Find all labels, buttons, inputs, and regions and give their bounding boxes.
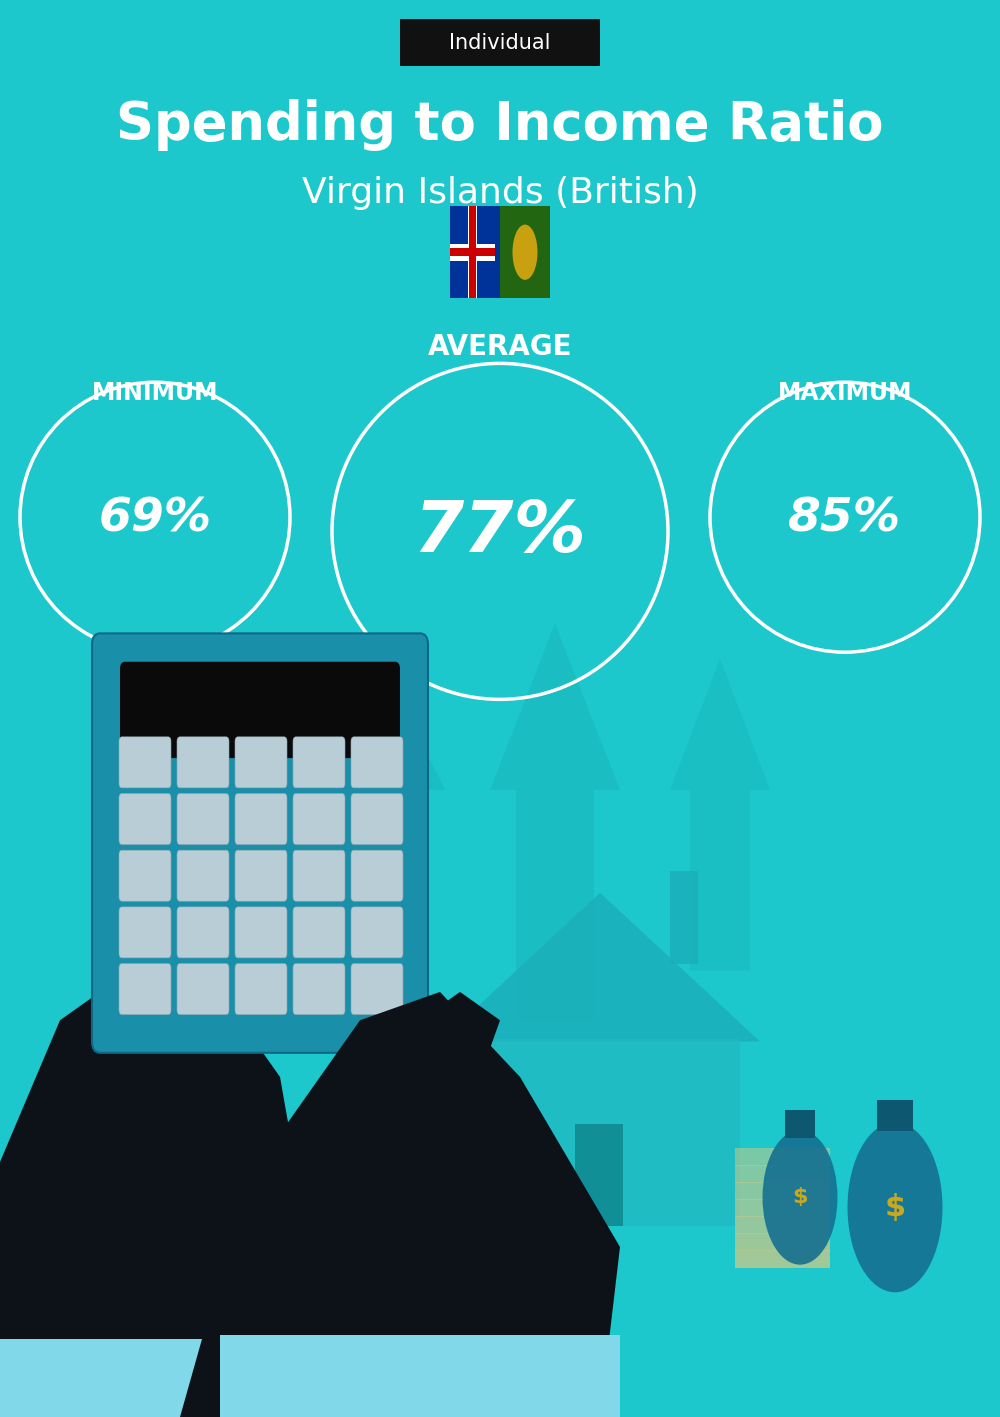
- Text: MAXIMUM: MAXIMUM: [778, 381, 912, 404]
- Bar: [500, 207, 550, 299]
- FancyBboxPatch shape: [92, 633, 428, 1053]
- Bar: [877, 1100, 913, 1131]
- FancyBboxPatch shape: [235, 964, 287, 1015]
- Polygon shape: [180, 992, 620, 1417]
- Bar: [670, 871, 698, 964]
- Text: 69%: 69%: [98, 496, 212, 541]
- FancyBboxPatch shape: [235, 737, 287, 788]
- Bar: [785, 1110, 815, 1138]
- Bar: [735, 1165, 830, 1183]
- Bar: [575, 1124, 623, 1226]
- Text: $: $: [884, 1193, 906, 1221]
- FancyBboxPatch shape: [177, 850, 229, 901]
- FancyBboxPatch shape: [177, 907, 229, 958]
- FancyBboxPatch shape: [293, 907, 345, 958]
- Polygon shape: [670, 659, 770, 971]
- Bar: [450, 248, 495, 256]
- Text: MINIMUM: MINIMUM: [92, 381, 218, 404]
- FancyBboxPatch shape: [235, 850, 287, 901]
- Bar: [735, 1233, 830, 1251]
- FancyBboxPatch shape: [119, 850, 171, 901]
- Text: AVERAGE: AVERAGE: [428, 333, 572, 361]
- Bar: [450, 244, 495, 261]
- Ellipse shape: [848, 1122, 942, 1292]
- Bar: [735, 1148, 830, 1166]
- FancyBboxPatch shape: [293, 737, 345, 788]
- FancyBboxPatch shape: [351, 907, 403, 958]
- Polygon shape: [380, 992, 500, 1162]
- FancyBboxPatch shape: [400, 20, 600, 67]
- FancyBboxPatch shape: [351, 964, 403, 1015]
- FancyBboxPatch shape: [119, 794, 171, 845]
- Bar: [450, 207, 550, 299]
- FancyBboxPatch shape: [293, 964, 345, 1015]
- Polygon shape: [220, 1335, 620, 1417]
- FancyBboxPatch shape: [235, 907, 287, 958]
- FancyBboxPatch shape: [119, 907, 171, 958]
- Text: 77%: 77%: [414, 499, 586, 567]
- Text: 85%: 85%: [788, 496, 902, 541]
- Bar: [735, 1250, 830, 1268]
- Bar: [735, 1182, 830, 1200]
- Ellipse shape: [763, 1131, 838, 1264]
- Text: Spending to Income Ratio: Spending to Income Ratio: [116, 99, 884, 150]
- Text: Individual: Individual: [449, 33, 551, 52]
- Ellipse shape: [512, 225, 538, 281]
- FancyBboxPatch shape: [351, 850, 403, 901]
- Bar: [468, 207, 477, 299]
- FancyBboxPatch shape: [120, 662, 400, 758]
- Bar: [460, 1039, 740, 1226]
- Polygon shape: [440, 893, 760, 1041]
- FancyBboxPatch shape: [177, 964, 229, 1015]
- FancyBboxPatch shape: [177, 794, 229, 845]
- Bar: [735, 1199, 830, 1217]
- Bar: [735, 1216, 830, 1234]
- FancyBboxPatch shape: [351, 794, 403, 845]
- FancyBboxPatch shape: [293, 794, 345, 845]
- Text: $: $: [792, 1187, 808, 1207]
- Polygon shape: [490, 623, 620, 1020]
- Polygon shape: [0, 1339, 220, 1417]
- FancyBboxPatch shape: [119, 737, 171, 788]
- Polygon shape: [0, 964, 300, 1417]
- FancyBboxPatch shape: [351, 737, 403, 788]
- Text: Virgin Islands (British): Virgin Islands (British): [302, 176, 698, 210]
- FancyBboxPatch shape: [177, 737, 229, 788]
- FancyBboxPatch shape: [235, 794, 287, 845]
- FancyBboxPatch shape: [119, 964, 171, 1015]
- Bar: [469, 207, 476, 299]
- FancyBboxPatch shape: [293, 850, 345, 901]
- Polygon shape: [315, 659, 445, 971]
